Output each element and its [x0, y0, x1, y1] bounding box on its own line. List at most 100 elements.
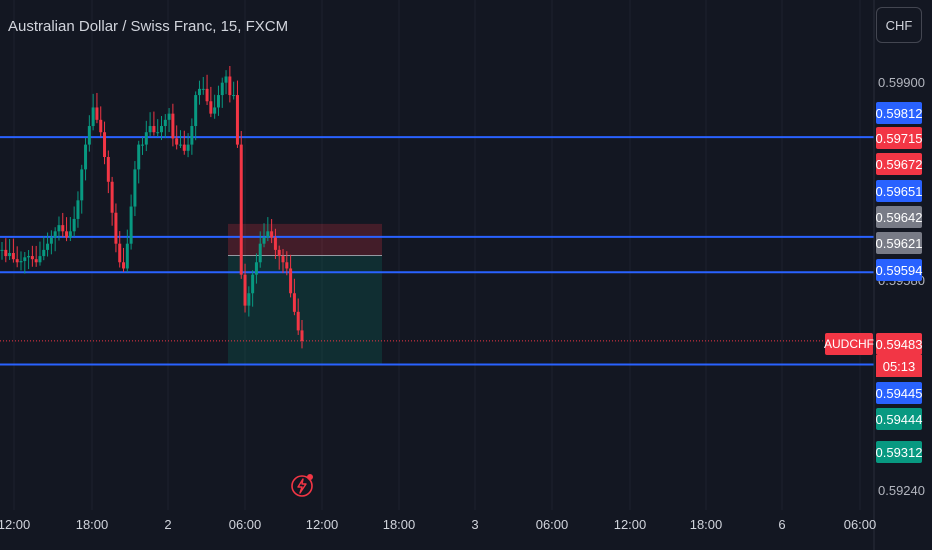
flash-icon[interactable]: [290, 472, 316, 498]
candle-body-53: [201, 88, 205, 90]
candle-body-42: [159, 126, 163, 133]
candle-body-41: [156, 132, 160, 134]
candle-body-25: [95, 107, 99, 120]
take-profit-zone[interactable]: [228, 255, 382, 365]
x-tick-label-8: 12:00: [613, 517, 647, 532]
candle-body-17: [65, 231, 69, 238]
candle-body-2: [8, 252, 12, 257]
price-label-3: 0.59651: [876, 180, 923, 202]
candle-body-76: [289, 268, 293, 294]
candle-body-22: [84, 144, 88, 170]
candle-body-59: [224, 76, 228, 83]
candle-body-69: [262, 237, 266, 244]
x-tick-label-10: 6: [778, 517, 786, 532]
candle-body-43: [163, 119, 167, 127]
candle-body-32: [122, 262, 126, 269]
x-tick-label-0: 12:00: [0, 517, 31, 532]
candle-body-5: [19, 261, 23, 263]
candle-body-44: [167, 113, 171, 120]
candle-body-30: [114, 212, 118, 244]
candle-body-27: [103, 132, 107, 157]
candle-body-54: [205, 88, 209, 102]
chart-title: Australian Dollar / Swiss Franc, 15, FXC…: [8, 18, 289, 35]
candle-body-1: [4, 249, 8, 257]
candle-body-52: [197, 88, 201, 96]
candle-body-4: [15, 259, 19, 263]
candle-body-33: [125, 243, 129, 269]
candle-body-14: [53, 231, 57, 238]
candle-body-55: [209, 101, 213, 114]
x-tick-label-1: 18:00: [75, 517, 109, 532]
candle-body-13: [49, 237, 53, 244]
candle-body-45: [171, 113, 175, 139]
candle-body-75: [285, 262, 289, 269]
candle-body-28: [106, 156, 110, 182]
bar-countdown: 05:13: [876, 355, 922, 377]
candle-body-35: [133, 169, 137, 207]
candle-body-71: [270, 231, 274, 238]
symbol-tag: AUDCHF: [824, 333, 874, 355]
candle-body-68: [258, 243, 262, 263]
x-tick-label-7: 06:00: [535, 517, 569, 532]
candle-body-15: [57, 225, 61, 232]
candle-body-23: [87, 126, 91, 145]
candle-body-73: [277, 249, 281, 257]
candle-body-67: [254, 262, 258, 275]
x-tick-label-2: 2: [164, 517, 172, 532]
candle-body-20: [76, 200, 80, 219]
price-label-9: 0.59444: [876, 408, 923, 430]
candle-body-58: [220, 82, 224, 96]
candle-body-49: [186, 144, 190, 151]
x-tick-label-4: 12:00: [305, 517, 339, 532]
candle-body-16: [61, 225, 65, 232]
candle-body-11: [42, 249, 46, 257]
candle-body-0: [0, 249, 4, 251]
candle-body-19: [72, 218, 76, 232]
price-label-0: 0.59812: [876, 102, 923, 124]
candle-body-36: [137, 144, 141, 170]
candle-body-62: [235, 95, 239, 145]
candle-body-7: [27, 256, 31, 258]
candle-body-21: [80, 169, 84, 201]
candle-body-6: [23, 257, 27, 262]
candle-body-66: [251, 274, 255, 294]
price-label-6: 0.59594: [876, 259, 923, 281]
candle-body-57: [216, 95, 220, 108]
candle-body-12: [46, 243, 50, 250]
price-label-7: 0.59483: [876, 333, 923, 355]
y-tick-label-0: 0.59900: [878, 74, 925, 90]
candle-body-37: [141, 144, 145, 146]
price-label-2: 0.59672: [876, 153, 923, 175]
price-label-5: 0.59621: [876, 232, 923, 254]
candle-body-60: [228, 76, 232, 96]
candle-body-47: [178, 144, 182, 146]
candle-body-63: [239, 144, 243, 275]
candle-body-34: [129, 206, 133, 244]
candle-body-10: [38, 256, 42, 263]
price-label-8: 0.59445: [876, 382, 923, 404]
candle-body-29: [110, 181, 114, 213]
candle-body-51: [194, 95, 198, 127]
x-tick-label-6: 3: [471, 517, 479, 532]
candle-body-78: [296, 311, 300, 331]
x-tick-label-5: 18:00: [382, 517, 416, 532]
price-label-4: 0.59642: [876, 206, 923, 228]
price-label-1: 0.59715: [876, 127, 923, 149]
candle-body-18: [68, 231, 72, 238]
candle-body-48: [182, 144, 186, 151]
candle-body-3: [11, 252, 15, 260]
candle-body-26: [99, 119, 103, 133]
candle-body-8: [30, 256, 34, 260]
candle-body-46: [175, 138, 179, 145]
currency-button[interactable]: CHF: [876, 7, 922, 43]
candle-body-61: [232, 95, 236, 97]
price-label-10: 0.59312: [876, 441, 923, 463]
candle-body-50: [190, 126, 194, 145]
candle-body-74: [281, 256, 285, 263]
candle-body-40: [152, 126, 156, 133]
stop-loss-zone[interactable]: [228, 223, 382, 256]
x-tick-label-11: 06:00: [843, 517, 877, 532]
y-tick-label-2: 0.59240: [878, 483, 925, 499]
candle-body-64: [243, 274, 247, 306]
